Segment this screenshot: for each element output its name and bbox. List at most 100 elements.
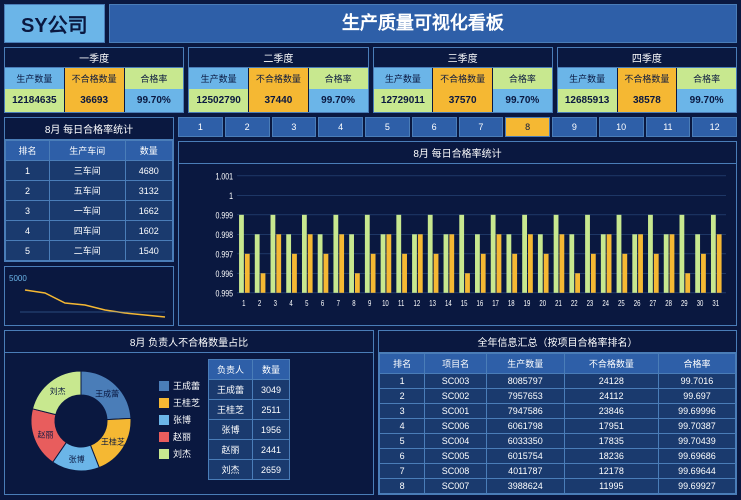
svg-text:1.001: 1.001 bbox=[216, 172, 234, 182]
q-header: 生产数量 bbox=[558, 68, 618, 89]
svg-text:29: 29 bbox=[681, 300, 688, 308]
summary-row: 6SC00560157541823699.69686 bbox=[380, 449, 736, 464]
svg-text:0.996: 0.996 bbox=[216, 269, 234, 279]
month-button[interactable]: 10 bbox=[599, 117, 644, 137]
svg-text:1: 1 bbox=[229, 191, 233, 201]
summary-row: 3SC00179475862384699.69996 bbox=[380, 404, 736, 419]
svg-text:31: 31 bbox=[712, 300, 719, 308]
svg-text:18: 18 bbox=[508, 300, 515, 308]
svg-text:22: 22 bbox=[571, 300, 578, 308]
summary-row: 4SC00660617981795199.70387 bbox=[380, 419, 736, 434]
svg-text:10: 10 bbox=[382, 300, 389, 308]
svg-text:0.997: 0.997 bbox=[216, 250, 234, 260]
trend-chart: 5000 bbox=[4, 266, 174, 326]
legend-item: 张博 bbox=[159, 413, 200, 426]
svg-text:1: 1 bbox=[242, 300, 245, 308]
q-value: 12502790 bbox=[189, 89, 249, 112]
svg-text:12: 12 bbox=[414, 300, 421, 308]
summary-title: 全年信息汇总（按项目合格率排名） bbox=[379, 331, 736, 353]
q-value: 12685913 bbox=[558, 89, 618, 112]
legend-swatch bbox=[159, 432, 169, 442]
legend-swatch bbox=[159, 381, 169, 391]
month-button[interactable]: 7 bbox=[459, 117, 504, 137]
svg-text:24: 24 bbox=[602, 300, 609, 308]
q-value: 36693 bbox=[65, 89, 125, 112]
legend-label: 王成蕾 bbox=[173, 379, 200, 392]
rank-row: 2五车间3132 bbox=[6, 181, 173, 201]
q-value: 37570 bbox=[433, 89, 493, 112]
month-button[interactable]: 9 bbox=[552, 117, 597, 137]
month-button[interactable]: 4 bbox=[318, 117, 363, 137]
summary-row: 8SC00739886241199599.69927 bbox=[380, 479, 736, 494]
pie-section: 8月 负责人不合格数量占比 王成蕾王桂芝张博赵丽刘杰 王成蕾王桂芝张博赵丽刘杰 … bbox=[4, 330, 374, 495]
month-button[interactable]: 2 bbox=[225, 117, 270, 137]
summary-col: 合格率 bbox=[658, 354, 735, 374]
person-row: 王成蕾3049 bbox=[209, 380, 290, 400]
rank-col: 数量 bbox=[125, 141, 173, 161]
quarter-name: 三季度 bbox=[374, 48, 552, 68]
quarter-name: 四季度 bbox=[558, 48, 736, 68]
q-header: 生产数量 bbox=[374, 68, 434, 89]
quarter-card: 一季度 生产数量 不合格数量 合格率 12184635 36693 99.70% bbox=[4, 47, 184, 113]
q-header: 不合格数量 bbox=[249, 68, 309, 89]
svg-text:11: 11 bbox=[398, 300, 404, 308]
summary-col: 生产数量 bbox=[486, 354, 564, 374]
svg-text:14: 14 bbox=[445, 300, 452, 308]
q-header: 合格率 bbox=[125, 68, 184, 89]
month-button[interactable]: 1 bbox=[178, 117, 223, 137]
q-value: 37440 bbox=[249, 89, 309, 112]
month-button[interactable]: 12 bbox=[692, 117, 737, 137]
rank-box: 8月 每日合格率统计 排名生产车间数量1三车间46802五车间31323一车间1… bbox=[4, 117, 174, 262]
svg-text:8: 8 bbox=[352, 300, 355, 308]
q-value: 12184635 bbox=[5, 89, 65, 112]
quarter-card: 三季度 生产数量 不合格数量 合格率 12729011 37570 99.70% bbox=[373, 47, 553, 113]
person-col: 数量 bbox=[253, 360, 290, 380]
rank-row: 1三车间4680 bbox=[6, 161, 173, 181]
svg-text:王桂芝: 王桂芝 bbox=[101, 437, 125, 447]
legend-label: 赵丽 bbox=[173, 430, 191, 443]
person-row: 赵丽2441 bbox=[209, 440, 290, 460]
svg-text:30: 30 bbox=[697, 300, 704, 308]
svg-text:26: 26 bbox=[634, 300, 641, 308]
svg-text:25: 25 bbox=[618, 300, 625, 308]
svg-text:23: 23 bbox=[587, 300, 594, 308]
svg-text:16: 16 bbox=[476, 300, 483, 308]
svg-text:27: 27 bbox=[650, 300, 657, 308]
legend-item: 刘杰 bbox=[159, 447, 200, 460]
legend-label: 王桂芝 bbox=[173, 396, 200, 409]
logo: SY公司 bbox=[4, 4, 105, 43]
summary-row: 7SC00840117871217899.69644 bbox=[380, 464, 736, 479]
month-button[interactable]: 5 bbox=[365, 117, 410, 137]
pie-title: 8月 负责人不合格数量占比 bbox=[5, 331, 373, 353]
person-row: 刘杰2659 bbox=[209, 460, 290, 480]
summary-col: 不合格数量 bbox=[564, 354, 658, 374]
q-header: 合格率 bbox=[493, 68, 552, 89]
svg-text:19: 19 bbox=[524, 300, 531, 308]
month-button[interactable]: 11 bbox=[646, 117, 691, 137]
q-header: 生产数量 bbox=[5, 68, 65, 89]
quarter-card: 四季度 生产数量 不合格数量 合格率 12685913 38578 99.70% bbox=[557, 47, 737, 113]
svg-text:9: 9 bbox=[368, 300, 371, 308]
svg-text:20: 20 bbox=[539, 300, 546, 308]
q-value: 12729011 bbox=[374, 89, 434, 112]
legend-item: 王桂芝 bbox=[159, 396, 200, 409]
quarter-card: 二季度 生产数量 不合格数量 合格率 12502790 37440 99.70% bbox=[188, 47, 368, 113]
rank-title: 8月 每日合格率统计 bbox=[5, 118, 173, 140]
quarter-name: 一季度 bbox=[5, 48, 183, 68]
svg-text:张博: 张博 bbox=[69, 454, 85, 464]
person-col: 负责人 bbox=[209, 360, 253, 380]
legend-item: 赵丽 bbox=[159, 430, 200, 443]
legend-swatch bbox=[159, 398, 169, 408]
svg-text:17: 17 bbox=[492, 300, 499, 308]
summary-col: 项目名 bbox=[425, 354, 487, 374]
svg-text:王成蕾: 王成蕾 bbox=[95, 388, 119, 398]
q-value: 99.70% bbox=[493, 89, 552, 112]
svg-text:赵丽: 赵丽 bbox=[37, 429, 53, 439]
month-button[interactable]: 8 bbox=[505, 117, 550, 137]
svg-text:3: 3 bbox=[274, 300, 277, 308]
q-value: 38578 bbox=[618, 89, 678, 112]
svg-text:0.995: 0.995 bbox=[216, 289, 234, 299]
svg-text:5000: 5000 bbox=[9, 274, 27, 283]
month-button[interactable]: 6 bbox=[412, 117, 457, 137]
month-button[interactable]: 3 bbox=[272, 117, 317, 137]
